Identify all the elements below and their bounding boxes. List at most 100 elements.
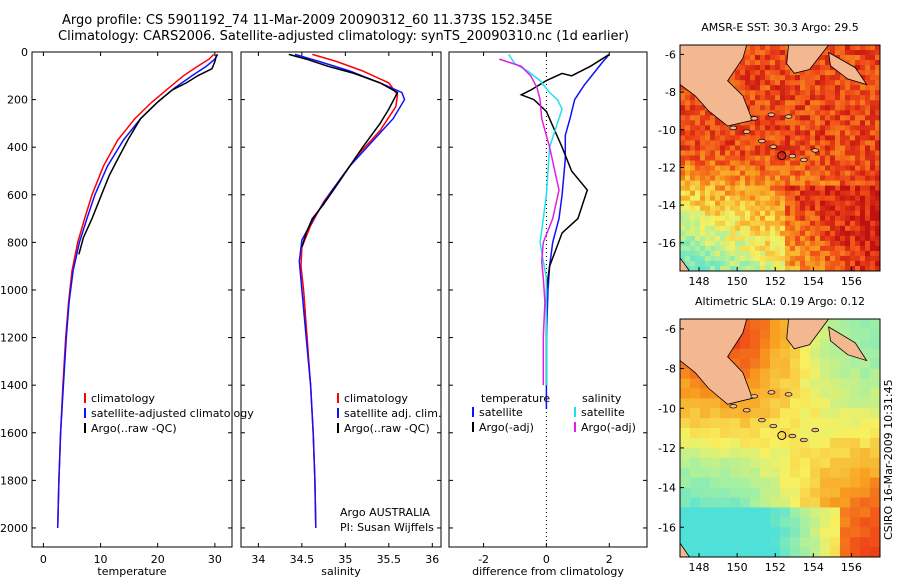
- heatmap-cell: [860, 135, 866, 141]
- heatmap-cell: [860, 110, 866, 116]
- heatmap-cell: [845, 200, 851, 207]
- heatmap-cell: [790, 348, 801, 360]
- heatmap-cell: [785, 225, 791, 232]
- heatmap-cell: [780, 265, 786, 272]
- map-frame-sla-map: [679, 318, 881, 558]
- heatmap-cell: [850, 255, 856, 262]
- heatmap-cell: [740, 150, 746, 156]
- heatmap-cell: [800, 95, 806, 101]
- heatmap-cell: [805, 110, 811, 116]
- heatmap-cell: [790, 358, 801, 370]
- heatmap-cell: [730, 497, 741, 508]
- heatmap-cell: [830, 75, 836, 81]
- heatmap-cell: [850, 130, 856, 136]
- heatmap-cell: [790, 100, 796, 106]
- heatmap-cell: [840, 95, 846, 101]
- heatmap-cell: [730, 215, 736, 222]
- heatmap-cell: [725, 175, 731, 182]
- heatmap-cell: [735, 160, 741, 167]
- heatmap-cell: [815, 170, 821, 177]
- heatmap-cell: [870, 319, 881, 330]
- heatmap-cell: [715, 200, 721, 207]
- heatmap-cell: [770, 467, 781, 479]
- heatmap-cell: [780, 260, 786, 267]
- heatmap-cell: [700, 547, 711, 558]
- heatmap-cell: [820, 467, 831, 479]
- heatmap-cell: [830, 497, 841, 508]
- heatmap-cell: [845, 230, 851, 237]
- heatmap-cell: [805, 225, 811, 232]
- heatmap-cell: [840, 358, 851, 370]
- heatmap-cell: [810, 210, 816, 217]
- heatmap-cell: [690, 205, 696, 212]
- heatmap-cell: [710, 418, 721, 429]
- heatmap-cell: [790, 235, 796, 242]
- heatmap-cell: [685, 225, 691, 232]
- heatmap-cell: [700, 220, 706, 227]
- heatmap-cell: [770, 537, 781, 548]
- heatmap-cell: [855, 85, 861, 91]
- heatmap-cell: [685, 235, 691, 242]
- heatmap-cell: [780, 180, 786, 187]
- heatmap-cell: [815, 240, 821, 247]
- heatmap-cell: [745, 45, 751, 51]
- heatmap-cell: [850, 180, 856, 187]
- heatmap-cell: [830, 319, 841, 330]
- heatmap-cell: [690, 408, 701, 419]
- heatmap-cell: [870, 170, 876, 177]
- map-y-tick-label: -10: [658, 402, 676, 415]
- heatmap-cell: [775, 235, 781, 242]
- heatmap-cell: [680, 140, 686, 146]
- heatmap-cell: [835, 205, 841, 212]
- heatmap-cell: [750, 55, 756, 61]
- heatmap-cell: [820, 100, 826, 106]
- heatmap-cell: [775, 60, 781, 66]
- heatmap-cell: [780, 517, 791, 528]
- heatmap-cell: [820, 438, 831, 449]
- heatmap-cell: [810, 225, 816, 232]
- heatmap-cell: [770, 45, 776, 51]
- heatmap-cell: [865, 230, 871, 237]
- heatmap-cell: [715, 170, 721, 177]
- heatmap-cell: [735, 235, 741, 242]
- heatmap-cell: [710, 447, 721, 459]
- heatmap-cell: [760, 105, 766, 111]
- heatmap-cell: [775, 85, 781, 91]
- heatmap-cell: [705, 245, 711, 252]
- heatmap-cell: [840, 55, 846, 61]
- heatmap-cell: [805, 125, 811, 131]
- x-tick-label: 34: [251, 553, 265, 566]
- heatmap-cell: [860, 378, 871, 389]
- heatmap-cell: [855, 185, 861, 192]
- heatmap-cell: [780, 547, 791, 558]
- heatmap-cell: [845, 140, 851, 146]
- heatmap-cell: [680, 135, 686, 141]
- heatmap-cell: [755, 230, 761, 237]
- heatmap-cell: [780, 80, 786, 86]
- heatmap-cell: [715, 220, 721, 227]
- heatmap-cell: [820, 165, 826, 172]
- heatmap-cell: [825, 245, 831, 252]
- heatmap-cell: [825, 200, 831, 207]
- heatmap-cell: [690, 185, 696, 192]
- heatmap-cell: [760, 140, 766, 146]
- heatmap-cell: [755, 120, 761, 126]
- heatmap-cell: [740, 70, 746, 76]
- heatmap-cell: [730, 255, 736, 262]
- island-shape: [750, 116, 759, 121]
- heatmap-cell: [820, 517, 831, 528]
- heatmap-cell: [870, 45, 876, 51]
- heatmap-cell: [720, 497, 731, 508]
- heatmap-cell: [765, 260, 771, 267]
- heatmap-cell: [850, 517, 861, 528]
- heatmap-cell: [690, 388, 701, 399]
- heatmap-cell: [680, 85, 686, 91]
- heatmap-cell: [690, 240, 696, 247]
- map-x-tick-label: 152: [765, 561, 786, 574]
- heatmap-cell: [740, 255, 746, 262]
- heatmap-cell: [840, 195, 846, 202]
- heatmap-cell: [860, 130, 866, 136]
- heatmap-cell: [865, 120, 871, 126]
- heatmap-cell: [825, 215, 831, 222]
- heatmap-cell: [730, 170, 736, 177]
